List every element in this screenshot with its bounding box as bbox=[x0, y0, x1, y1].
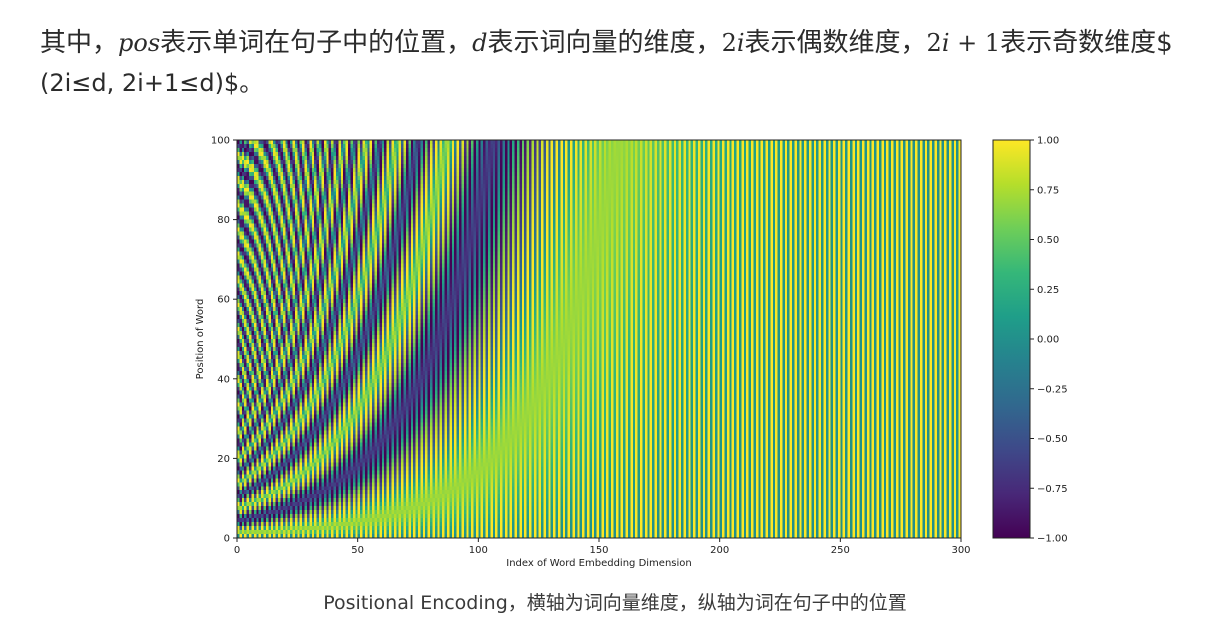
x-tick-label: 200 bbox=[710, 545, 729, 556]
y-tick-label: 100 bbox=[211, 136, 230, 147]
x-tick-label: 300 bbox=[951, 545, 970, 556]
colorbar-tick-label: 0.25 bbox=[1037, 285, 1059, 296]
colorbar-tick-label: −0.25 bbox=[1037, 384, 1068, 395]
colorbar-tick-label: −1.00 bbox=[1037, 534, 1068, 545]
math-2i-coef: 2 bbox=[721, 29, 737, 57]
x-tick-label: 0 bbox=[234, 545, 240, 556]
x-tick-label: 250 bbox=[831, 545, 850, 556]
y-tick-label: 40 bbox=[217, 374, 230, 385]
figure-caption: Positional Encoding，横轴为词向量维度，纵轴为词在句子中的位置 bbox=[323, 592, 907, 614]
x-tick-label: 100 bbox=[469, 545, 488, 556]
colorbar-tick-label: 0.75 bbox=[1037, 185, 1059, 196]
x-axis-label: Index of Word Embedding Dimension bbox=[506, 558, 691, 569]
y-tick-label: 20 bbox=[217, 454, 230, 465]
y-axis-label: Position of Word bbox=[195, 299, 206, 380]
x-tick-label: 150 bbox=[589, 545, 608, 556]
colorbar-tick-label: 0.00 bbox=[1037, 335, 1059, 346]
colorbar-tick-label: −0.75 bbox=[1037, 484, 1068, 495]
colorbar bbox=[992, 139, 1031, 539]
paragraph-text: 表示词向量的维度， bbox=[487, 28, 722, 58]
heatmap-image bbox=[237, 140, 961, 538]
colorbar-tick-label: −0.50 bbox=[1037, 434, 1068, 445]
body-paragraph: 其中，pos表示单词在句子中的位置，d表示词向量的维度，2i表示偶数维度，2i … bbox=[40, 22, 1228, 64]
x-axis: 0 50 100 150 200 250 300 bbox=[234, 538, 971, 556]
colorbar-tick-label: 1.00 bbox=[1037, 136, 1059, 147]
x-tick-label: 50 bbox=[351, 545, 364, 556]
y-tick-label: 60 bbox=[217, 295, 230, 306]
paragraph-text: 其中， bbox=[40, 28, 119, 58]
y-tick-label: 80 bbox=[217, 215, 230, 226]
colorbar-ticks: 1.00 0.75 0.50 0.25 0.00 −0.25 −0.50 −0.75 −1.00 bbox=[1030, 136, 1068, 545]
paragraph-text: 表示单词在句子中的位置， bbox=[160, 28, 473, 58]
paragraph-text: 表示奇数维度$ bbox=[1000, 28, 1173, 58]
colorbar-tick-label: 0.50 bbox=[1037, 235, 1059, 246]
math-pos: pos bbox=[118, 29, 161, 57]
math-2i1-var: i bbox=[941, 29, 950, 57]
math-2i1-coef: 2 bbox=[926, 29, 942, 57]
math-2i-var: i bbox=[736, 29, 745, 57]
y-tick-label: 0 bbox=[224, 534, 230, 545]
math-d: d bbox=[472, 29, 488, 57]
math-2i1-plus: + 1 bbox=[949, 29, 1001, 57]
body-paragraph-line2: (2i≤d, 2i+1≤d)$。 bbox=[40, 69, 264, 97]
paragraph-text: 表示偶数维度， bbox=[744, 28, 927, 58]
y-axis: 0 20 40 60 80 100 bbox=[211, 136, 237, 545]
